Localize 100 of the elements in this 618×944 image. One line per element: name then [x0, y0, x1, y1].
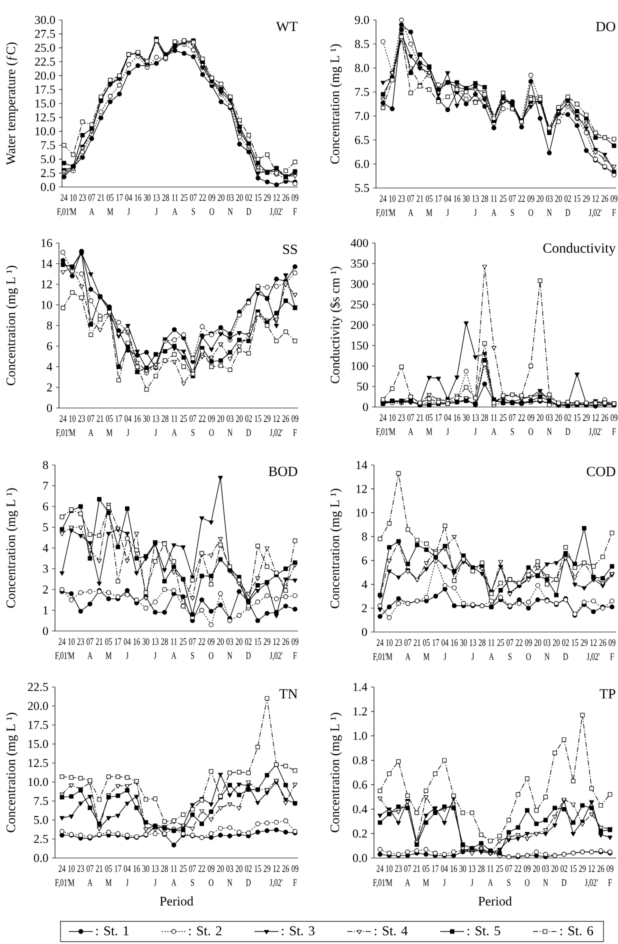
x-tick-label: 04 J: [125, 194, 132, 215]
x-tick-label: 04 J: [442, 639, 448, 660]
x-tick-label: 10 M: [386, 639, 393, 660]
x-tick-label: 13 J: [153, 194, 160, 215]
y-tick-label: 6.5: [354, 136, 370, 144]
x-tick-label: 11 A: [172, 194, 178, 215]
y-tick-label: 2: [43, 586, 48, 594]
x-tick-label: 20: [555, 414, 562, 421]
chart-title: WT: [276, 22, 298, 32]
x-tick-label: 02 D: [560, 865, 568, 886]
x-tick-label: 05 M: [105, 638, 112, 659]
x-tick-label: 05 M: [422, 865, 430, 886]
x-tick-label: 17: [432, 639, 440, 646]
y-tick-label: 1.2: [354, 707, 367, 716]
x-tick-label: 10 M: [68, 638, 75, 659]
x-tick-label: 07 S: [509, 195, 516, 216]
y-tick-label: 250: [351, 300, 368, 309]
x-tick-label: 23: [395, 639, 402, 646]
x-tick-label: 02 D: [564, 195, 572, 216]
x-tick-label: 09 O: [528, 414, 534, 435]
x-tick-label: 16: [454, 195, 460, 202]
x-tick-label: 21: [96, 638, 102, 645]
x-tick-label: 29: [264, 638, 270, 645]
x-tick-label: 12 J,02': [270, 865, 282, 888]
x-tick-label: 04 J: [441, 865, 448, 886]
x-tick-label: 28: [162, 415, 168, 422]
y-tick-label: 2.5: [34, 834, 48, 844]
y-tick-label: 9.0: [354, 16, 370, 24]
y-tick-label: 15.0: [28, 740, 48, 748]
x-tick-label: 16: [134, 194, 142, 201]
x-tick-label: 25: [497, 639, 504, 646]
y-tick-label: 7.5: [34, 796, 48, 806]
legend-label: : St. 2: [189, 926, 222, 936]
x-tick-label: 03 N: [544, 639, 550, 660]
x-tick-label: 02 D: [245, 194, 252, 215]
x-tick-label: 21: [96, 415, 104, 422]
y-tick-label: 400: [350, 238, 368, 248]
y-tick-label: 10: [42, 300, 52, 309]
y-tick-label: 16: [42, 238, 52, 248]
y-tick-label: 10.0: [28, 778, 48, 786]
x-tick-label: 09 F: [292, 638, 298, 659]
x-tick-label: 07 S: [506, 639, 514, 660]
x-tick-label: 30: [462, 414, 470, 421]
x-tick-label: 12 J,02': [270, 194, 283, 216]
y-tick-label: 0.0: [352, 854, 368, 862]
x-tick-label: 16: [134, 415, 141, 422]
y-tick-label: 14: [42, 260, 52, 268]
x-tick-label: 07 A: [86, 865, 94, 886]
x-tick-label: 22: [198, 415, 206, 422]
y-tick-label: 20.0: [35, 72, 56, 80]
y-tick-label: 6.0: [354, 160, 370, 168]
x-tick-label: 11 A: [488, 865, 494, 886]
x-tick-label: 29: [583, 195, 590, 202]
x-tick-label: 04 J: [444, 195, 452, 216]
x-tick-label: 23: [398, 195, 405, 202]
legend-label: : St. 4: [374, 926, 408, 936]
y-tick-label: 15.0: [36, 99, 56, 108]
x-tick-label: 05 M: [106, 415, 113, 436]
x-tick-label: 24 F,01': [55, 865, 68, 888]
x-tick-label: 29: [264, 865, 270, 872]
x-tick-label: 09 O: [208, 638, 214, 659]
x-tick-label: 25: [180, 415, 187, 422]
x-tick-label: 23: [395, 865, 402, 872]
y-tick-label: 7.0: [355, 112, 370, 120]
x-tick-label: 09 F: [610, 195, 618, 216]
y-tick-label: 2: [47, 383, 52, 392]
x-tick-label: 07 A: [86, 638, 94, 659]
x-tick-label: 28: [481, 414, 488, 421]
chart-title: COD: [586, 466, 616, 476]
y-tick-label: 100: [352, 362, 368, 370]
x-tick-label: 17: [114, 638, 122, 645]
x-tick-label: 09 F: [292, 865, 298, 886]
x-tick-label: 13 J: [469, 865, 476, 886]
x-tick-label: 10 M: [68, 865, 75, 886]
x-tick-label: 03 N: [226, 415, 234, 436]
x-tick-label: 17: [116, 415, 122, 422]
x-tick-label: 23: [77, 865, 84, 872]
x-tick-label: 17: [435, 195, 442, 202]
y-tick-label: 14: [356, 461, 368, 469]
x-tick-label: 21: [416, 195, 424, 202]
x-tick-label: 13 J: [472, 414, 479, 435]
x-tick-label: 20: [533, 865, 540, 872]
y-tick-label: 2.5: [41, 169, 56, 178]
y-tick-label: 4: [42, 544, 48, 552]
x-tick-label: 21: [414, 639, 420, 646]
x-tick-label: 07 A: [88, 415, 94, 436]
x-tick-label: 17: [432, 865, 439, 872]
y-tick-label: 5.0: [34, 816, 48, 824]
x-tick-label: 02 D: [562, 639, 569, 660]
y-tick-label: 30.0: [35, 16, 56, 24]
x-tick-label: 30: [144, 194, 150, 201]
x-tick-label: 26: [598, 865, 604, 872]
x-tick-label: 09 O: [528, 195, 534, 216]
x-tick-label: 09 F: [608, 639, 616, 660]
legend-label: : St. 5: [468, 926, 500, 936]
x-tick-label: 07 S: [190, 194, 197, 215]
x-tick-label: 12 J,02': [586, 639, 600, 662]
y-tick-label: 17.5: [36, 86, 56, 94]
y-tick-label: 7.5: [41, 141, 56, 150]
y-axis-title: Concentration (mg L ¹): [6, 266, 18, 386]
